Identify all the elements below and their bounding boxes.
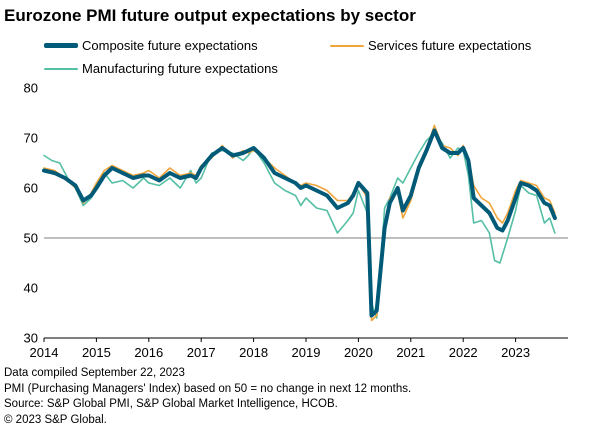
footer-copyright: © 2023 S&P Global. bbox=[4, 413, 107, 426]
y-tick-label-70: 70 bbox=[24, 131, 38, 146]
x-tick-label-2020: 2020 bbox=[344, 345, 373, 360]
x-tick-label-2016: 2016 bbox=[134, 345, 163, 360]
series-line-services bbox=[43, 124, 556, 322]
y-tick-label-60: 60 bbox=[24, 181, 38, 196]
x-tick-label-2021: 2021 bbox=[396, 345, 425, 360]
chart-title: Eurozone PMI future output expectations … bbox=[4, 6, 416, 25]
series-layer bbox=[42, 124, 557, 322]
x-tick-label-2015: 2015 bbox=[82, 345, 111, 360]
footer-source: Source: S&P Global PMI, S&P Global Marke… bbox=[4, 398, 338, 410]
legend-manufacturing: Manufacturing future expectations bbox=[44, 61, 278, 76]
footer-compiled-date: Data compiled September 22, 2023 bbox=[4, 367, 185, 379]
axis-layer: 30 40 50 60 70 80 2014 2015 2016 2017 2018 2019 2020… bbox=[24, 81, 568, 360]
series-line-composite bbox=[42, 128, 557, 318]
x-tick-label-2019: 2019 bbox=[292, 345, 321, 360]
legend-label-manufacturing: Manufacturing future expectations bbox=[82, 61, 278, 76]
chart-footer: Data compiled September 22, 2023 PMI (Pu… bbox=[4, 366, 411, 428]
y-tick-label-50: 50 bbox=[24, 231, 38, 246]
x-tick-label-2023: 2023 bbox=[501, 345, 530, 360]
legend-swatch-composite bbox=[44, 43, 78, 48]
x-tick-label-2017: 2017 bbox=[187, 345, 216, 360]
legend-label-composite: Composite future expectations bbox=[82, 38, 258, 53]
legend-label-services: Services future expectations bbox=[368, 38, 532, 53]
y-tick-label-30: 30 bbox=[24, 331, 38, 346]
x-tick-label-2018: 2018 bbox=[239, 345, 268, 360]
y-tick-label-40: 40 bbox=[24, 281, 38, 296]
x-tick-label-2022: 2022 bbox=[449, 345, 478, 360]
x-tick-label-2014: 2014 bbox=[30, 345, 59, 360]
legend-services: Services future expectations bbox=[330, 38, 531, 53]
footer-pmi-note: PMI (Purchasing Managers' Index) based o… bbox=[4, 382, 412, 395]
y-tick-label-80: 80 bbox=[24, 81, 38, 96]
series-line-manufacturing bbox=[43, 132, 556, 319]
legend-swatch-services bbox=[330, 44, 364, 47]
legend-swatch-manufacturing bbox=[44, 67, 78, 70]
legend-composite: Composite future expectations bbox=[44, 38, 258, 53]
